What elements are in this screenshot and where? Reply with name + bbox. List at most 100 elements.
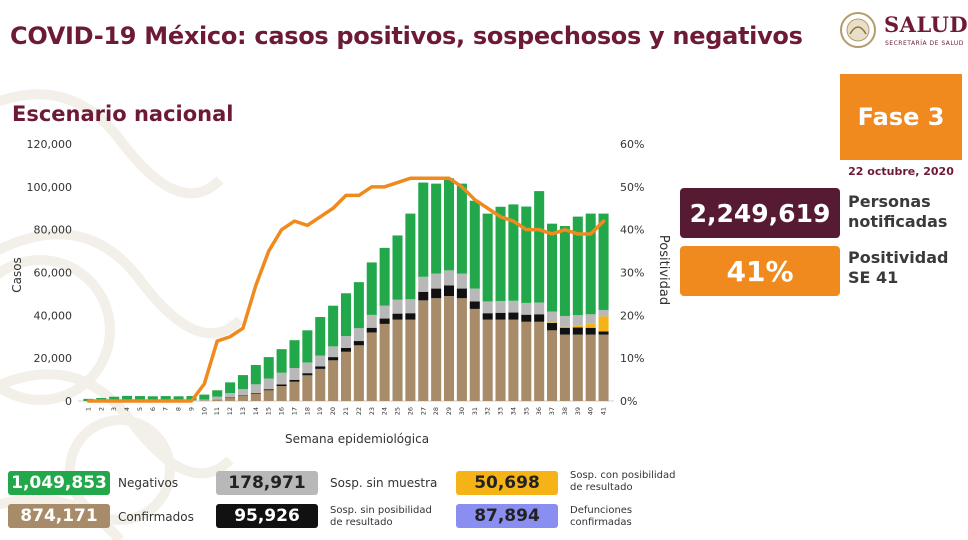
bar-sin_muestra [353, 328, 364, 342]
bar-negativos [237, 375, 248, 390]
bar-sin_muestra [237, 389, 248, 396]
x-tick-label: 32 [484, 407, 492, 415]
bar-confirmados [212, 399, 223, 401]
bar-negativos [199, 394, 210, 400]
legend-sin-muestra-value: 178,971 [216, 471, 318, 495]
bar-sin_muestra [392, 299, 403, 314]
bar-negativos [366, 262, 377, 315]
y2-tick-label: 30% [620, 267, 644, 280]
bar-sin_muestra [289, 368, 300, 380]
bar-confirmados [482, 319, 493, 401]
x-tick-label: 37 [548, 407, 556, 415]
bar-confirmados [418, 300, 429, 401]
bar-sin_muestra [225, 393, 236, 398]
legend-con-posibilidad-value: 50,698 [456, 471, 558, 495]
people-notified-value: 2,249,619 [680, 188, 840, 238]
bar-sin_muestra [534, 302, 545, 315]
x-tick-label: 36 [535, 407, 543, 415]
x-tick-label: 2 [97, 407, 105, 411]
bar-con_posibilidad [547, 322, 558, 323]
bar-confirmados [328, 360, 339, 401]
bar-sin_posibilidad [559, 327, 570, 335]
bar-confirmados [392, 319, 403, 401]
x-tick-label: 7 [162, 407, 170, 411]
bar-confirmados [199, 400, 210, 402]
bar-sin_muestra [418, 276, 429, 292]
legend-con-posibilidad-label: Sosp. con posibilidad de resultado [570, 470, 676, 493]
bar-sin_muestra [199, 399, 210, 401]
x-axis-label: Semana epidemiológica [285, 432, 429, 446]
bar-sin_posibilidad [585, 327, 596, 335]
bar-sin_muestra [495, 300, 506, 313]
bar-confirmados [521, 321, 532, 401]
bar-confirmados [495, 319, 506, 401]
x-tick-label: 30 [458, 407, 466, 415]
bar-sin_muestra [547, 311, 558, 323]
bar-negativos [508, 204, 519, 301]
x-tick-label: 12 [226, 407, 234, 415]
x-tick-label: 14 [252, 407, 260, 415]
x-tick-label: 15 [265, 407, 273, 415]
bar-confirmados [534, 321, 545, 401]
positividad-line [86, 176, 606, 403]
bar-sin_posibilidad [328, 357, 339, 361]
y2-axis-label: Positividad [656, 235, 671, 305]
bar-negativos [379, 247, 390, 306]
logo-subtext: SECRETARÍA DE SALUD [885, 40, 964, 47]
bar-confirmados [598, 334, 609, 401]
y2-tick-label: 10% [620, 352, 644, 365]
x-tick-label: 31 [471, 407, 479, 415]
bar-sin_posibilidad [521, 314, 532, 322]
bar-confirmados [456, 298, 467, 401]
x-tick-label: 11 [213, 407, 221, 415]
y2-tick-label: 50% [620, 181, 644, 194]
y-tick-label: 80,000 [34, 224, 73, 237]
y2-tick-label: 60% [620, 138, 644, 151]
bar-sin_muestra [340, 336, 352, 348]
bar-confirmados [263, 390, 274, 401]
bar-confirmados [302, 375, 313, 401]
bar-negativos [405, 213, 416, 300]
bar-negativos [263, 357, 274, 379]
bar-sin_posibilidad [495, 312, 506, 320]
bar-sin_muestra [444, 270, 455, 286]
bar-sin_posibilidad [392, 313, 403, 320]
bar-negativos [534, 191, 545, 303]
bar-confirmados [289, 381, 300, 401]
bar-negativos [134, 396, 145, 401]
x-tick-label: 24 [381, 407, 389, 415]
bar-sin_posibilidad [598, 331, 609, 335]
bar-sin_posibilidad [366, 327, 377, 333]
y-tick-label: 0 [65, 395, 72, 408]
y-tick-label: 60,000 [34, 267, 73, 280]
bar-negativos [469, 200, 480, 289]
bar-negativos [289, 340, 300, 369]
bar-sin_posibilidad [418, 291, 429, 301]
logo-text: SALUD [884, 12, 968, 37]
bar-sin_muestra [405, 299, 416, 314]
bar-confirmados [353, 345, 364, 401]
bar-confirmados [315, 368, 326, 402]
cases-chart: 020,00040,00060,00080,000100,000120,000 … [10, 138, 671, 446]
bar-sin_posibilidad [302, 373, 313, 376]
bar-sin_muestra [379, 305, 390, 319]
bar-negativos [122, 395, 133, 401]
bar-sin_muestra [521, 302, 532, 315]
bar-confirmados [225, 397, 236, 401]
bar-negativos [418, 182, 429, 277]
bar-negativos [250, 365, 261, 385]
x-tick-label: 19 [316, 407, 324, 415]
x-tick-label: 28 [432, 407, 440, 415]
bar-sin_muestra [250, 384, 261, 393]
bar-negativos [328, 305, 339, 347]
bar-sin_muestra [366, 314, 377, 328]
y2-tick-label: 40% [620, 224, 644, 237]
bar-sin_posibilidad [572, 327, 583, 335]
bar-negativos [225, 382, 236, 394]
legend-sin-posibilidad-value: 95,926 [216, 504, 318, 528]
bar-sin_posibilidad [353, 341, 364, 346]
bar-sin_muestra [276, 372, 287, 385]
bar-negativos [495, 206, 506, 301]
